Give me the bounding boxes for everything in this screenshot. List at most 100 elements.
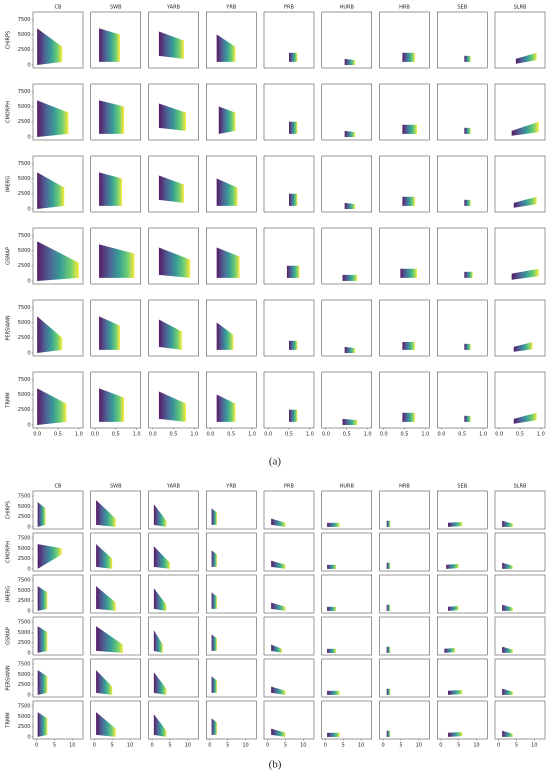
x-tick-label: 1.0: [421, 432, 429, 438]
x-tick-label: 0: [35, 743, 38, 749]
point-cloud: [502, 604, 513, 611]
x-tick-label: 0.5: [401, 432, 409, 438]
panel-frame: [321, 658, 372, 698]
point-cloud: [158, 319, 182, 350]
point-cloud: [158, 103, 186, 131]
point-cloud: [158, 31, 184, 59]
y-tick-label: 0: [27, 350, 30, 356]
x-tick-label: 1.0: [75, 432, 83, 438]
panel-frame: [206, 155, 257, 213]
panel-frame: [494, 574, 546, 614]
column-label: HURB: [340, 484, 355, 490]
x-tick-label: 10: [358, 743, 364, 749]
point-cloud: [99, 172, 122, 206]
panel-frame: [263, 227, 315, 285]
point-cloud: [211, 718, 217, 735]
point-cloud: [464, 343, 471, 350]
point-cloud: [344, 202, 356, 209]
panel-frame: [32, 83, 84, 141]
panel-frame: [206, 574, 257, 614]
x-tick-label: 0.0: [495, 432, 503, 438]
point-cloud: [502, 520, 513, 527]
x-tick-label: 1.0: [479, 432, 487, 438]
x-tick-label: 10: [242, 743, 248, 749]
panel-frame: [437, 11, 488, 69]
x-tick-label: 10: [531, 743, 537, 749]
point-cloud: [218, 106, 236, 134]
y-tick-label: 5000: [18, 248, 31, 254]
point-cloud: [99, 100, 125, 134]
point-cloud: [96, 626, 123, 653]
point-cloud: [96, 544, 113, 569]
point-cloud: [37, 544, 62, 569]
y-tick-label: 5000: [18, 32, 31, 38]
column-label: YARB: [166, 484, 181, 490]
point-cloud: [99, 244, 135, 278]
y-tick-label: 5000: [18, 320, 31, 326]
panel-frame: [263, 155, 315, 213]
point-cloud: [327, 522, 340, 527]
panel-frame: [32, 155, 84, 213]
y-tick-label: 5000: [18, 672, 31, 678]
point-cloud: [464, 271, 473, 278]
panel-caption: (a): [269, 456, 282, 468]
point-cloud: [464, 127, 471, 134]
x-tick-label: 1.0: [248, 432, 256, 438]
panel-frame: [494, 490, 546, 530]
panel-frame: [437, 83, 488, 141]
y-tick-label: 0: [27, 608, 30, 614]
y-tick-label: 2500: [18, 263, 31, 269]
panel-frame: [321, 155, 372, 213]
panel-frame: [494, 299, 546, 357]
point-cloud: [502, 562, 513, 569]
panel-frame: [437, 700, 488, 740]
point-cloud: [327, 648, 337, 653]
panel-frame: [437, 227, 488, 285]
panel-frame: [437, 658, 488, 698]
point-cloud: [96, 712, 116, 737]
point-cloud: [402, 196, 415, 206]
x-tick-label: 0.0: [264, 432, 272, 438]
row-label: IMERG: [6, 176, 12, 192]
x-tick-label: 5: [457, 743, 460, 749]
y-tick-label: 7500: [18, 89, 31, 95]
panel-frame: [148, 616, 199, 656]
panel-frame: [148, 155, 199, 213]
point-cloud: [37, 28, 63, 65]
panel-frame: [263, 658, 315, 698]
column-label: YRB: [225, 5, 237, 11]
x-tick-label: 0: [208, 743, 211, 749]
x-tick-label: 0.5: [458, 432, 466, 438]
y-tick-label: 5000: [18, 504, 31, 510]
point-cloud: [513, 342, 533, 352]
y-tick-label: 2500: [18, 407, 31, 413]
panel-frame: [32, 658, 84, 698]
point-cloud: [216, 178, 238, 206]
column-label: YARB: [166, 5, 181, 11]
panel-frame: [263, 574, 315, 614]
x-tick-label: 0.0: [33, 432, 41, 438]
panel-frame: [437, 299, 488, 357]
column-label: SLRB: [514, 484, 527, 490]
point-cloud: [402, 124, 417, 134]
x-tick-label: 0: [150, 743, 153, 749]
point-cloud: [96, 670, 113, 695]
panel-frame: [494, 700, 546, 740]
panel-frame: [206, 700, 257, 740]
point-cloud: [327, 564, 337, 569]
x-tick-label: 0.0: [380, 432, 388, 438]
point-cloud: [511, 268, 539, 280]
y-tick-label: 5000: [18, 714, 31, 720]
point-cloud: [271, 560, 286, 569]
x-tick-label: 0.5: [285, 432, 293, 438]
panel-frame: [32, 616, 84, 656]
panel-frame: [206, 616, 257, 656]
point-cloud: [216, 34, 236, 62]
point-cloud: [289, 409, 298, 422]
row-label: CHIRPS: [6, 501, 12, 519]
point-cloud: [37, 172, 65, 209]
point-cloud: [37, 670, 48, 695]
point-cloud: [37, 316, 63, 353]
point-cloud: [216, 247, 240, 278]
panel-frame: [32, 574, 84, 614]
